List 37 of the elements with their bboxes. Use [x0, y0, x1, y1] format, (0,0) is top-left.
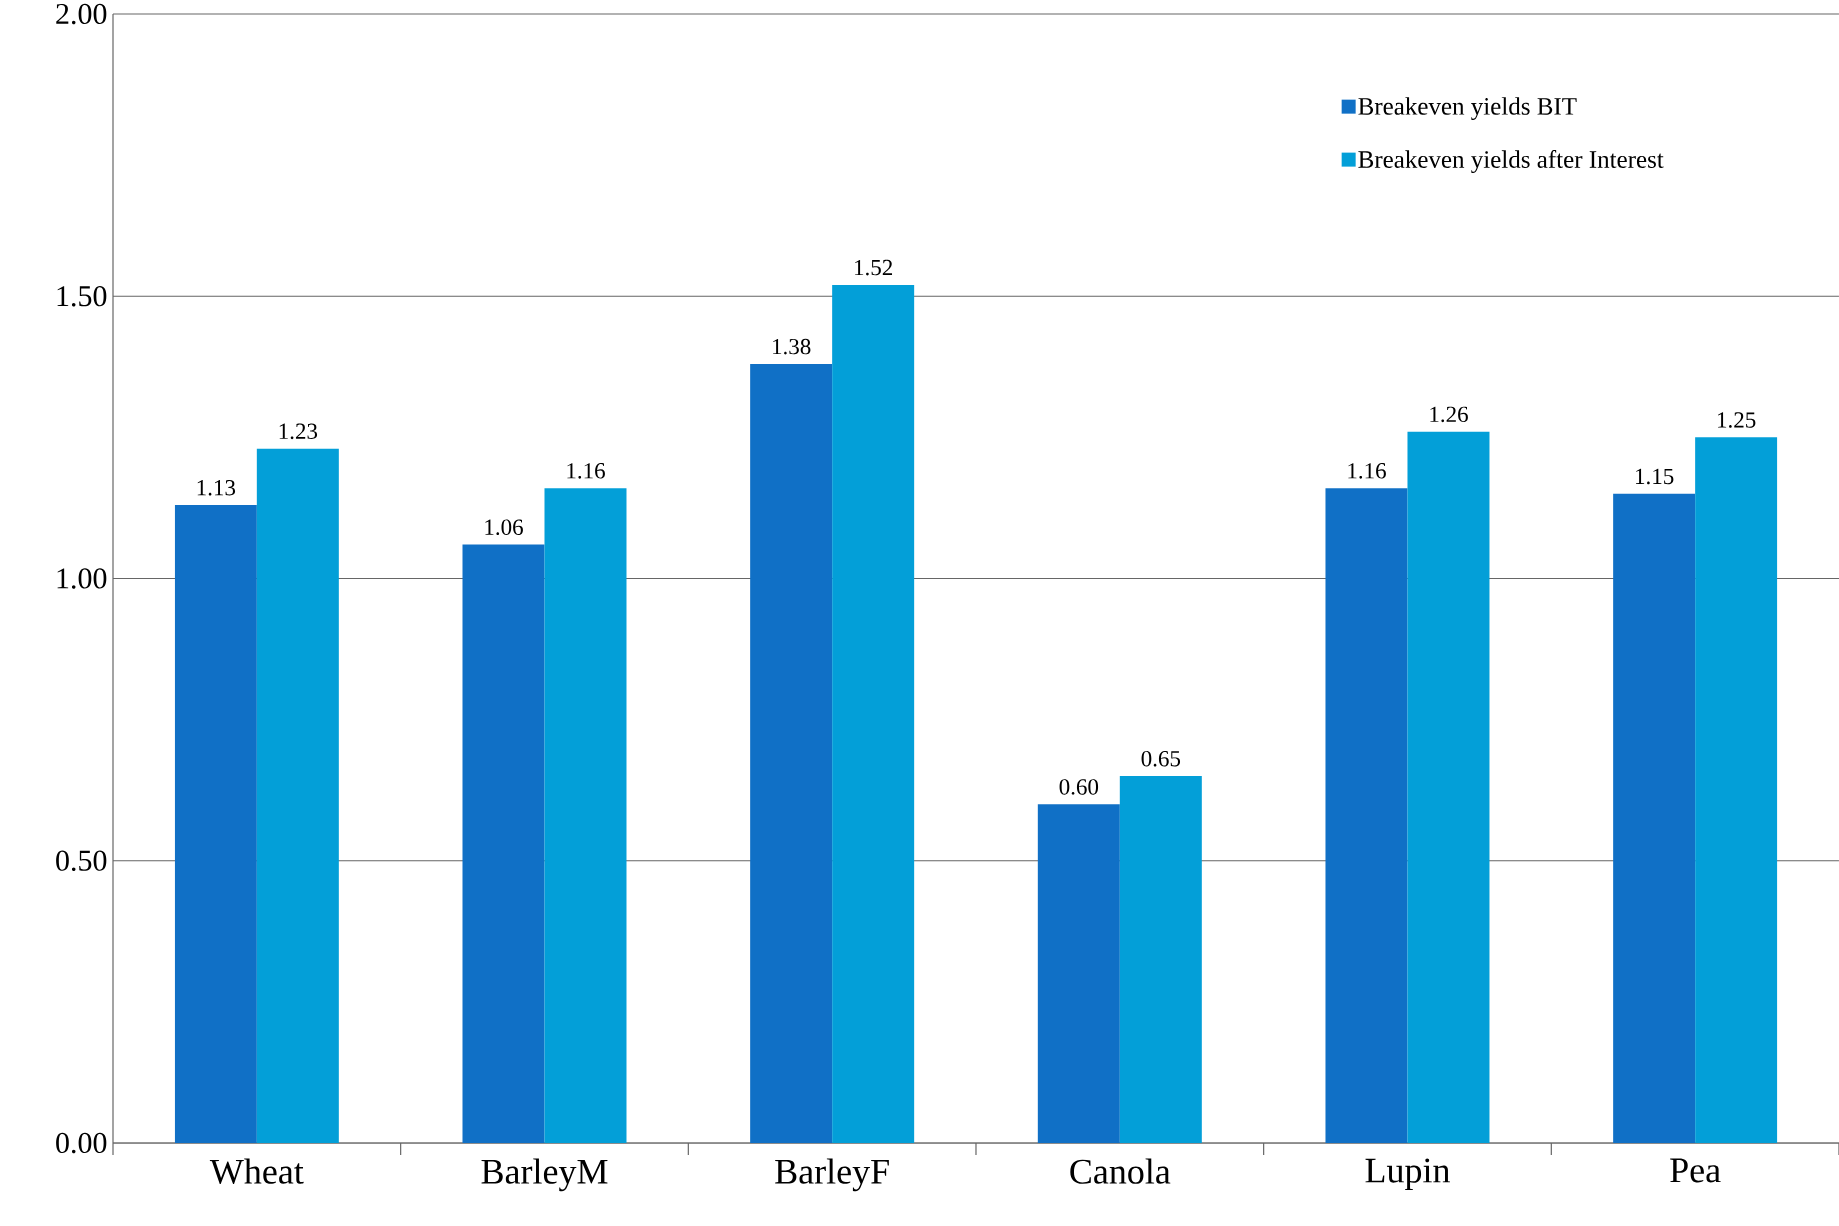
bar [544, 488, 627, 1143]
legend-label: Breakeven yields after Interest [1358, 150, 1664, 174]
y-tick-label: 2.00 [56, 3, 107, 25]
data-label: 1.15 [1636, 468, 1674, 485]
bar [256, 448, 339, 1143]
bar [1407, 431, 1490, 1143]
bar [1325, 488, 1408, 1143]
data-label: 1.16 [567, 463, 605, 479]
data-label: 0.60 [1059, 779, 1099, 795]
x-tick-label: BarleyF [775, 1158, 889, 1192]
data-label: 1.13 [197, 480, 236, 496]
x-tick-label: Wheat [209, 1158, 304, 1185]
bar [1119, 776, 1202, 1143]
bar [1037, 804, 1120, 1143]
bar [174, 505, 257, 1143]
x-tick-label: BarleyM [481, 1158, 608, 1192]
y-tick-label: 0.00 [56, 1132, 107, 1154]
data-label: 1.26 [1430, 406, 1468, 423]
data-label: 1.23 [279, 423, 318, 440]
bar [1695, 437, 1778, 1143]
legend-label: Breakeven yields BIT [1358, 97, 1577, 120]
bar [462, 544, 545, 1143]
data-label: 1.25 [1718, 412, 1756, 428]
y-tick-label: 0.50 [56, 850, 107, 871]
bar [1613, 493, 1696, 1143]
bar [750, 363, 833, 1143]
data-label: 1.06 [485, 519, 523, 536]
x-tick-label: Lupin [1365, 1158, 1450, 1191]
data-label: 1.16 [1348, 463, 1386, 479]
data-label: 1.52 [855, 259, 893, 276]
data-label: 0.65 [1141, 750, 1181, 767]
x-tick-label: Pea [1670, 1158, 1721, 1183]
bar [832, 284, 915, 1143]
x-tick-label: Canola [1070, 1158, 1171, 1184]
data-label: 1.38 [773, 338, 811, 355]
y-tick-label: 1.50 [57, 286, 107, 307]
y-tick-label: 1.00 [57, 568, 107, 589]
